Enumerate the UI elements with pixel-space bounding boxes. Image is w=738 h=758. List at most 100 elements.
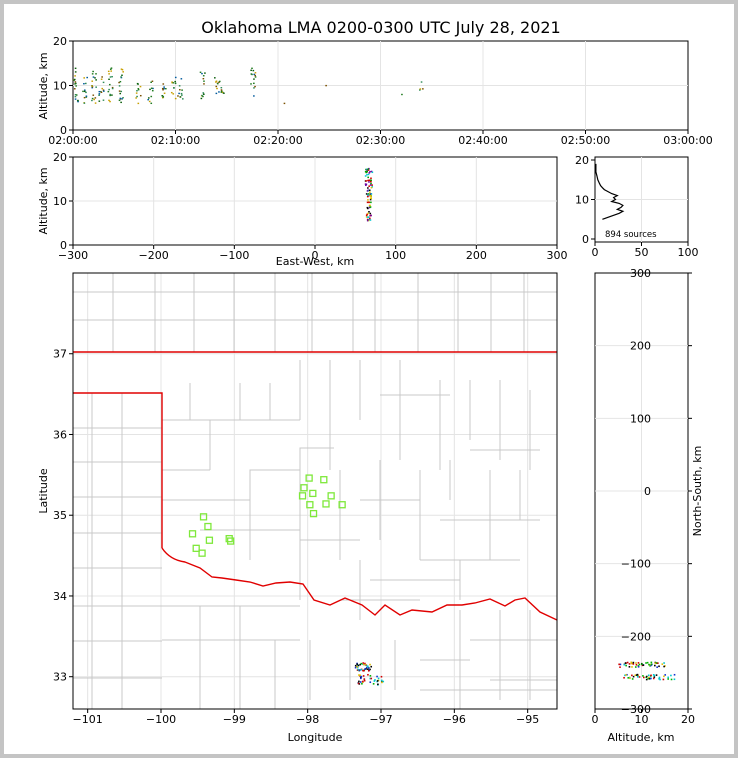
source-point [662, 678, 665, 681]
source-point [369, 206, 372, 208]
source-point [645, 678, 648, 681]
source-point [252, 69, 255, 72]
plan-view-panel: −101 −100 −99 −98 −97 −96 −95 33 34 35 36 37 Latit… [37, 272, 558, 744]
altitude-tick-label: 20 [53, 35, 67, 48]
source-point [220, 86, 223, 89]
source-point [654, 664, 656, 667]
source-point [254, 76, 257, 78]
source-point [200, 97, 203, 100]
source-point [111, 94, 113, 96]
altitude-tick-label: 20 [53, 151, 67, 164]
northsouth-tick-label: 100 [630, 412, 651, 425]
source-point [356, 663, 358, 666]
source-point [673, 678, 676, 681]
source-point [638, 676, 641, 678]
source-point [109, 68, 112, 70]
lma-station-marker [199, 513, 208, 521]
source-point [86, 76, 89, 79]
source-point [77, 99, 79, 102]
source-point [354, 664, 357, 667]
source-point [631, 674, 633, 677]
source-point [136, 90, 138, 92]
source-point [74, 75, 76, 77]
source-point [119, 97, 122, 100]
source-point [253, 73, 256, 76]
longitude-tick-label: −98 [296, 713, 319, 726]
source-point [223, 92, 225, 94]
source-point [664, 674, 667, 676]
source-point [367, 199, 369, 201]
time-tick-label: 02:20:00 [253, 134, 302, 147]
source-point [368, 179, 370, 182]
latitude-tick-label: 33 [53, 671, 67, 684]
chart-title: Oklahoma LMA 0200-0300 UTC July 28, 2021 [201, 18, 560, 37]
source-point [418, 89, 421, 91]
source-point [368, 204, 371, 207]
longitude-tick-label: −100 [146, 713, 176, 726]
source-point [150, 87, 153, 89]
eastwest-xlabel: East-West, km [276, 255, 354, 268]
source-point [367, 668, 369, 671]
source-point [360, 675, 363, 678]
source-point [362, 662, 364, 664]
source-point [366, 213, 368, 216]
source-point [360, 662, 363, 665]
source-point [216, 87, 218, 90]
time-tick-label: 02:50:00 [561, 134, 610, 147]
source-point [137, 102, 140, 105]
source-point [369, 184, 372, 186]
source-point [374, 679, 376, 681]
source-point [628, 666, 631, 668]
source-point [118, 81, 120, 84]
time-altitude-panel: 02:00:00 02:10:00 02:20:00 02:30:00 02:40:00… [37, 35, 713, 147]
source-point [214, 77, 216, 79]
source-point [377, 683, 379, 686]
source-point [118, 85, 121, 87]
lma-station-marker [309, 509, 318, 518]
source-point [370, 677, 373, 680]
latitude-tick-label: 36 [53, 428, 67, 441]
source-point [94, 97, 97, 99]
source-point [367, 193, 370, 195]
source-point [162, 89, 164, 91]
source-point [370, 214, 372, 217]
source-point [373, 680, 376, 682]
source-point [74, 98, 77, 100]
lma-station-marker [305, 474, 313, 482]
source-point [101, 87, 104, 90]
source-point [367, 169, 370, 171]
source-point [98, 93, 101, 95]
source-point [365, 171, 368, 174]
source-point [618, 663, 620, 666]
source-point [121, 98, 123, 100]
source-point [630, 662, 633, 665]
source-point [102, 89, 105, 91]
source-point [82, 90, 84, 93]
source-point [357, 669, 360, 671]
source-point [354, 666, 357, 669]
source-point [109, 76, 112, 78]
source-point [110, 67, 113, 69]
source-point [369, 681, 372, 684]
source-point [636, 676, 639, 678]
source-point [370, 182, 372, 185]
source-point [172, 93, 175, 95]
source-point [369, 212, 372, 215]
source-point [101, 76, 103, 78]
source-point [91, 97, 94, 100]
source-point [369, 191, 371, 193]
altitude-tick-label: 20 [681, 713, 695, 726]
source-point [655, 674, 658, 676]
source-point [366, 169, 368, 171]
eastwest-tick-label: −100 [219, 249, 249, 262]
source-point [203, 93, 205, 95]
source-point [369, 674, 372, 677]
eastwest-tick-label: 100 [385, 249, 406, 262]
source-point [178, 92, 180, 95]
source-point [366, 190, 369, 192]
source-point [624, 674, 626, 677]
source-point [367, 168, 369, 170]
source-point [359, 674, 361, 677]
source-point [108, 88, 110, 91]
source-point [85, 91, 87, 94]
